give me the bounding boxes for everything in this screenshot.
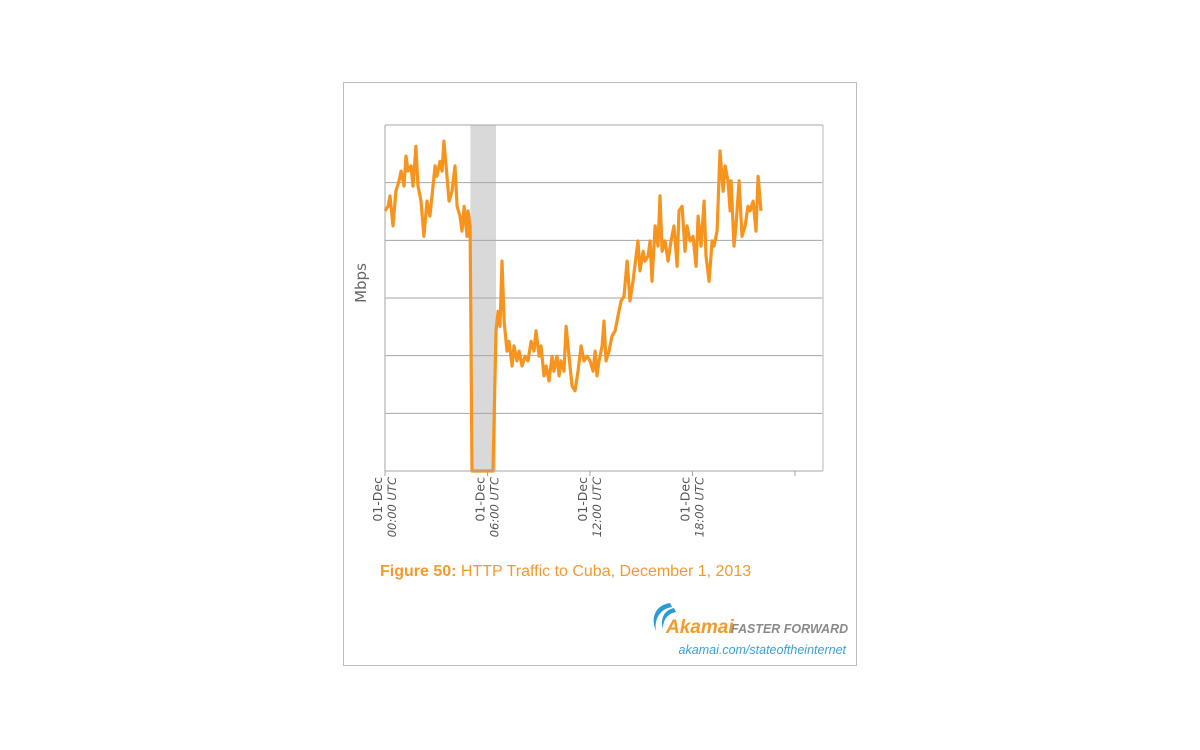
akamai-logo-text: Akamai <box>666 617 734 638</box>
x-tick-label-date: 01-Dec <box>472 477 487 522</box>
http-traffic-line-chart: Mbps 01-Dec 00:00 UTC 01-Dec 06:00 UTC 01-De… <box>352 124 824 537</box>
website-link[interactable]: akamai.com/stateoftheinternet <box>678 643 846 657</box>
x-tick-label-date: 01-Dec <box>677 477 692 522</box>
figure-caption: Figure 50: HTTP Traffic to Cuba, Decembe… <box>380 563 751 581</box>
y-axis-label: Mbps <box>352 263 370 303</box>
caption-label: Figure 50: <box>380 563 457 580</box>
figure-card: Mbps 01-Dec 00:00 UTC 01-Dec 06:00 UTC 01-De… <box>343 82 857 666</box>
akamai-wave-icon <box>653 603 676 631</box>
tagline: FASTER FORWARD <box>731 622 849 636</box>
caption-text: HTTP Traffic to Cuba, December 1, 2013 <box>456 563 752 580</box>
x-tick-label-time: 18:00 UTC <box>692 477 706 537</box>
x-tick-label-date: 01-Dec <box>370 477 385 522</box>
x-tick-label-time: 12:00 UTC <box>590 477 604 537</box>
x-tick-label-time: 06:00 UTC <box>487 477 501 537</box>
x-tick-label-time: 00:00 UTC <box>385 477 399 537</box>
x-tick-label-date: 01-Dec <box>575 477 590 522</box>
traffic-series-line <box>383 139 763 473</box>
